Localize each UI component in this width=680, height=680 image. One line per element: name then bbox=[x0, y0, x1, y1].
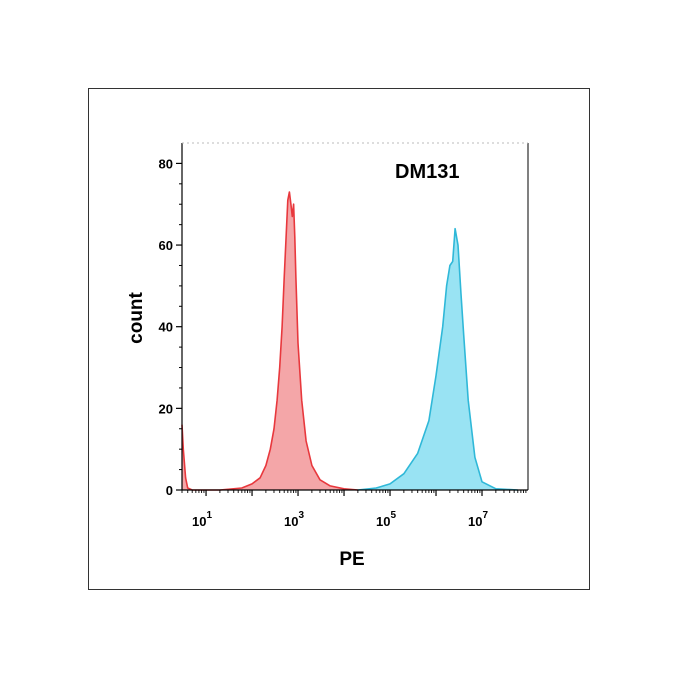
series-1-line bbox=[181, 191, 358, 491]
y-tick-label: 40 bbox=[159, 320, 173, 335]
series-1-area bbox=[182, 192, 358, 490]
axes-layer: 0 20 40 60 80 101 103 105 107 bbox=[159, 142, 529, 529]
x-tick-label: 107 bbox=[468, 510, 488, 529]
x-axis-title: PE bbox=[339, 549, 364, 570]
x-tick-label: 103 bbox=[284, 510, 304, 529]
chart-title: DM131 bbox=[395, 161, 459, 183]
chart-frame bbox=[88, 88, 590, 590]
x-tick-label: 105 bbox=[376, 510, 396, 529]
y-tick-label: 60 bbox=[159, 238, 173, 253]
y-axis-title: count bbox=[126, 291, 147, 343]
x-tick-label: 101 bbox=[192, 510, 212, 529]
series-2-area bbox=[357, 228, 518, 490]
series-2-line bbox=[357, 227, 518, 491]
y-tick-label: 20 bbox=[159, 401, 173, 416]
y-tick-label: 80 bbox=[159, 156, 173, 171]
labels-layer: DM131 PE count bbox=[126, 161, 459, 570]
y-tick-label: 0 bbox=[166, 483, 173, 498]
series-layer bbox=[181, 191, 518, 491]
